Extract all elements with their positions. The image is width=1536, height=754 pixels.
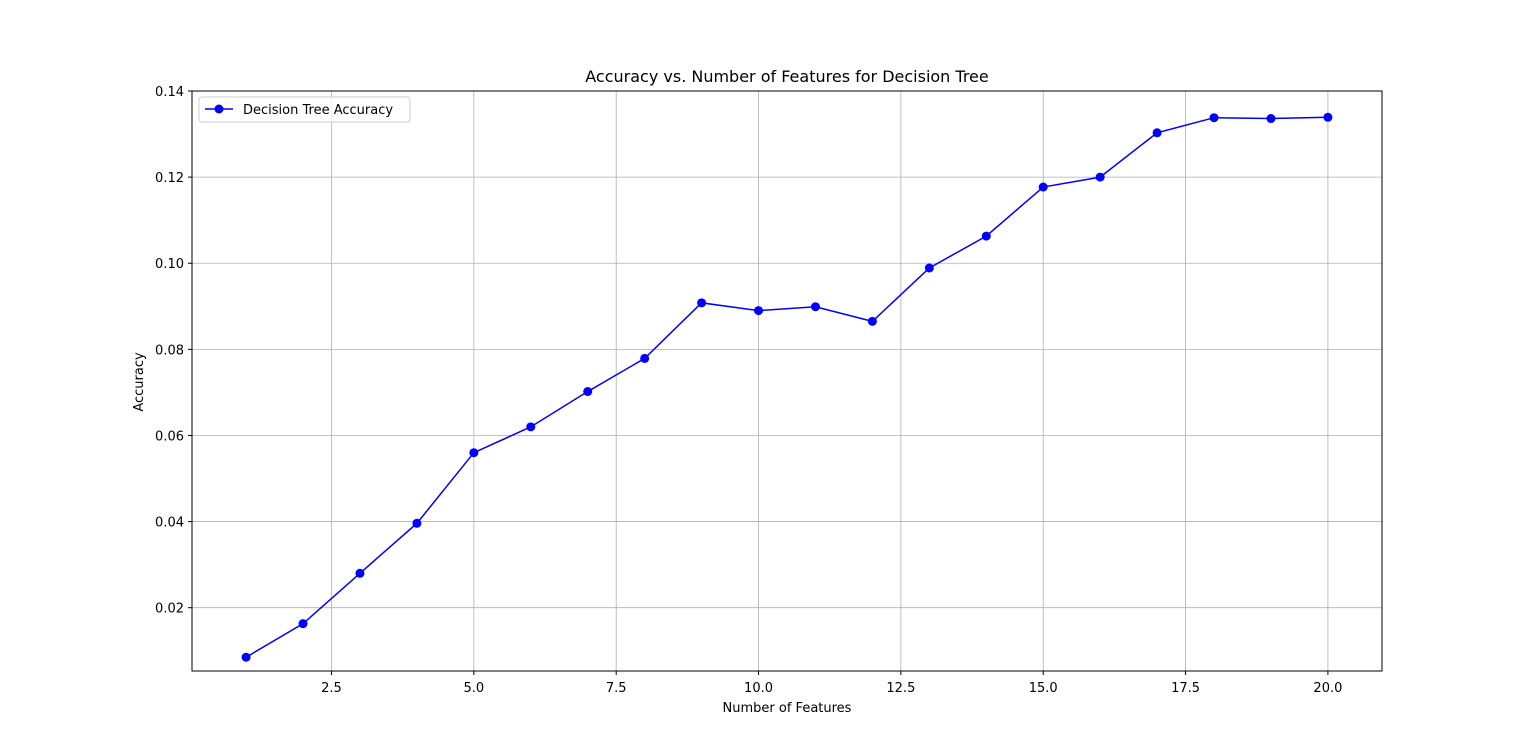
data-point-10 [754,306,764,316]
x-tick-label: 12.5 [886,681,915,696]
data-point-19 [1266,114,1276,124]
data-point-1 [241,652,251,662]
y-tick-label: 0.12 [155,171,184,186]
data-point-6 [526,422,536,432]
x-tick-label: 7.5 [606,681,627,696]
y-tick-label: 0.10 [155,257,184,272]
x-axis-ticks: 2.5 5.0 7.5 10.0 12.5 15.0 17.5 20.0 [321,671,1342,696]
series-decision-tree-accuracy [241,112,1333,662]
legend-marker-swatch [214,104,224,114]
x-tick-label: 15.0 [1029,681,1058,696]
y-axis-label: Accuracy [132,352,147,412]
data-point-17 [1152,128,1162,138]
y-tick-label: 0.06 [155,429,184,444]
data-point-4 [412,518,422,528]
data-point-9 [697,298,707,308]
x-tick-label: 20.0 [1313,681,1342,696]
y-tick-label: 0.14 [155,85,184,100]
y-tick-label: 0.08 [155,343,184,358]
data-point-3 [355,568,365,578]
data-point-2 [298,619,308,629]
data-point-14 [981,231,991,241]
data-point-7 [583,387,593,397]
legend-label: Decision Tree Accuracy [243,103,393,118]
data-point-12 [867,316,877,326]
chart-title: Accuracy vs. Number of Features for Deci… [585,67,988,86]
y-tick-label: 0.04 [155,516,184,531]
plot-area-frame [191,90,1383,672]
data-point-18 [1209,113,1219,123]
data-point-11 [810,302,820,312]
data-point-16 [1095,172,1105,182]
data-point-13 [924,263,934,273]
legend: Decision Tree Accuracy [198,96,411,123]
legend-box [198,96,411,123]
x-tick-label: 17.5 [1171,681,1200,696]
x-tick-label: 2.5 [321,681,342,696]
data-point-20 [1323,112,1333,122]
y-tick-label: 0.02 [155,602,184,617]
data-point-15 [1038,182,1048,192]
x-tick-label: 10.0 [744,681,773,696]
y-axis-ticks: 0.02 0.04 0.06 0.08 0.10 0.12 0.14 [155,85,192,617]
data-point-5 [469,448,479,458]
x-tick-label: 5.0 [463,681,484,696]
data-point-8 [640,353,650,363]
x-axis-label: Number of Features [723,701,852,716]
series-line [245,116,1328,658]
